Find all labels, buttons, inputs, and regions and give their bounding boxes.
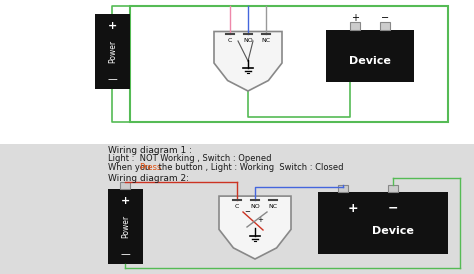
Text: NO: NO xyxy=(250,204,260,209)
Text: Power: Power xyxy=(121,215,130,238)
Bar xyxy=(338,185,348,192)
Bar xyxy=(326,30,414,82)
Text: Press: Press xyxy=(139,163,161,172)
Bar xyxy=(388,185,398,192)
Text: —: — xyxy=(108,74,118,84)
Text: −: − xyxy=(244,209,250,215)
Text: +: + xyxy=(348,201,358,215)
Text: +: + xyxy=(257,217,263,223)
Bar xyxy=(120,182,130,189)
Text: −: − xyxy=(381,13,389,23)
Text: Wiring diagram 1 :: Wiring diagram 1 : xyxy=(108,146,192,155)
Bar xyxy=(0,144,474,274)
Text: C: C xyxy=(228,38,232,42)
Bar xyxy=(130,6,448,122)
Bar xyxy=(318,192,448,254)
Text: —: — xyxy=(120,249,130,259)
Text: −: − xyxy=(388,201,398,215)
Bar xyxy=(380,22,390,30)
Text: Power: Power xyxy=(108,40,117,63)
Polygon shape xyxy=(219,196,291,259)
Text: +: + xyxy=(108,21,117,31)
Bar xyxy=(95,14,130,89)
Bar xyxy=(350,22,360,30)
Polygon shape xyxy=(214,32,282,91)
Text: +: + xyxy=(351,13,359,23)
Text: Device: Device xyxy=(349,56,391,66)
Text: When you: When you xyxy=(108,163,153,172)
Text: the button , Light : Working  Switch : Closed: the button , Light : Working Switch : Cl… xyxy=(156,163,344,172)
Text: NC: NC xyxy=(262,38,271,42)
Text: NC: NC xyxy=(268,204,278,209)
Text: Wiring diagram 2:: Wiring diagram 2: xyxy=(108,174,189,183)
Text: NO: NO xyxy=(243,38,253,42)
Text: Device: Device xyxy=(372,226,414,236)
Bar xyxy=(0,0,474,144)
Text: Light :  NOT Working , Switch : Opened: Light : NOT Working , Switch : Opened xyxy=(108,154,272,163)
Bar xyxy=(108,189,143,264)
Text: C: C xyxy=(235,204,239,209)
Text: +: + xyxy=(121,196,130,206)
